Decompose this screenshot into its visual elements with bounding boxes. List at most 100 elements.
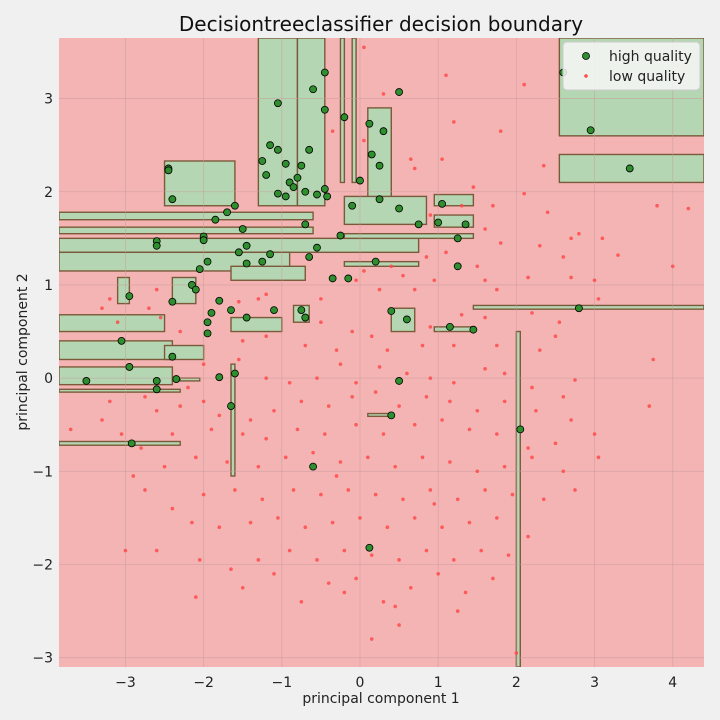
low-quality-point bbox=[491, 576, 495, 581]
high-quality-region bbox=[163, 160, 236, 207]
y-tick-label: 3 bbox=[44, 92, 53, 108]
low-quality-point bbox=[502, 371, 507, 376]
low-quality-point bbox=[217, 413, 222, 418]
low-quality-point bbox=[334, 474, 339, 478]
low-quality-point bbox=[561, 469, 566, 474]
low-quality-point bbox=[424, 255, 429, 259]
high-quality-point bbox=[414, 220, 423, 229]
high-quality-point bbox=[152, 377, 161, 385]
low-quality-point bbox=[229, 567, 233, 571]
low-quality-point bbox=[541, 163, 546, 168]
low-quality-point bbox=[139, 446, 143, 450]
low-quality-point bbox=[256, 464, 261, 469]
low-quality-point bbox=[596, 455, 601, 460]
high-quality-point bbox=[344, 274, 353, 283]
low-quality-point bbox=[326, 581, 331, 585]
low-quality-point bbox=[561, 394, 566, 399]
low-quality-point bbox=[272, 572, 276, 576]
low-quality-point bbox=[577, 231, 581, 236]
high-quality-point bbox=[293, 173, 302, 182]
high-quality-point bbox=[305, 253, 314, 261]
high-quality-point bbox=[301, 187, 310, 196]
low-quality-point bbox=[154, 408, 159, 413]
high-quality-point bbox=[164, 166, 173, 175]
high-quality-point bbox=[242, 259, 251, 268]
high-quality-point bbox=[395, 204, 403, 213]
low-quality-point bbox=[444, 250, 448, 255]
low-quality-point bbox=[420, 455, 425, 460]
low-quality-point bbox=[354, 576, 358, 581]
y-tick-label: 2 bbox=[44, 185, 53, 201]
low-quality-point bbox=[330, 520, 335, 525]
low-quality-point bbox=[483, 278, 487, 283]
low-quality-point bbox=[291, 488, 296, 492]
low-quality-point bbox=[452, 120, 456, 124]
low-quality-point bbox=[600, 236, 605, 241]
low-quality-point bbox=[100, 418, 104, 422]
low-quality-point bbox=[530, 311, 534, 315]
high-quality-point bbox=[379, 127, 388, 136]
low-quality-point bbox=[201, 362, 206, 366]
low-quality-point bbox=[440, 418, 444, 422]
low-quality-point bbox=[194, 455, 198, 460]
high-quality-point bbox=[375, 161, 384, 170]
low-quality-point bbox=[119, 432, 124, 436]
y-tick-labels: −3 −2 −1 0 1 2 3 bbox=[32, 92, 53, 667]
high-quality-point bbox=[117, 336, 126, 345]
low-quality-point bbox=[483, 367, 487, 371]
low-quality-point bbox=[233, 488, 237, 492]
high-quality-point bbox=[258, 157, 267, 165]
low-quality-point bbox=[240, 432, 245, 436]
low-quality-point bbox=[651, 357, 655, 362]
low-quality-point bbox=[381, 432, 386, 436]
low-quality-point bbox=[178, 329, 182, 334]
low-quality-point bbox=[264, 292, 268, 297]
low-quality-point bbox=[553, 334, 558, 338]
high-quality-point bbox=[270, 306, 278, 315]
low-quality-point bbox=[334, 348, 339, 352]
x-tick-label: 0 bbox=[356, 675, 365, 691]
x-tick-label: 3 bbox=[590, 675, 599, 691]
high-quality-point bbox=[203, 257, 212, 266]
low-quality-point bbox=[522, 191, 526, 196]
low-quality-point bbox=[260, 497, 265, 502]
low-quality-point bbox=[412, 166, 417, 171]
low-quality-point bbox=[569, 236, 573, 241]
low-quality-point bbox=[467, 520, 472, 525]
low-quality-point bbox=[264, 436, 268, 441]
high-quality-point bbox=[262, 171, 271, 179]
legend-low-quality-marker bbox=[584, 74, 588, 78]
low-quality-point bbox=[498, 129, 503, 133]
low-quality-point bbox=[369, 637, 374, 641]
high-quality-point bbox=[168, 297, 177, 306]
high-quality-region bbox=[343, 195, 428, 226]
high-quality-point bbox=[297, 306, 306, 315]
low-quality-point bbox=[405, 371, 409, 376]
low-quality-point bbox=[670, 264, 675, 269]
high-quality-region bbox=[179, 377, 201, 382]
high-quality-point bbox=[320, 185, 329, 193]
chart-title: Decisiontreeclassifier decision boundary bbox=[179, 12, 583, 36]
low-quality-point bbox=[100, 306, 104, 311]
high-quality-point bbox=[309, 85, 317, 94]
high-quality-point bbox=[274, 189, 282, 198]
y-tick-label: 1 bbox=[44, 278, 53, 294]
high-quality-points bbox=[82, 68, 634, 552]
low-quality-point bbox=[201, 399, 206, 404]
high-quality-point bbox=[336, 231, 345, 240]
high-quality-point bbox=[375, 195, 384, 204]
low-quality-point bbox=[459, 203, 464, 208]
low-quality-point bbox=[506, 553, 511, 557]
high-quality-point bbox=[309, 462, 317, 471]
high-quality-point bbox=[365, 543, 374, 552]
low-quality-point bbox=[256, 297, 261, 301]
low-quality-point bbox=[409, 585, 413, 590]
x-tick-label: 1 bbox=[434, 675, 443, 691]
low-quality-point bbox=[526, 534, 530, 539]
low-quality-point bbox=[158, 315, 163, 320]
low-quality-point bbox=[569, 418, 573, 422]
low-quality-point bbox=[424, 548, 429, 553]
high-quality-point bbox=[387, 411, 396, 420]
low-quality-point bbox=[358, 516, 362, 520]
high-quality-region bbox=[230, 363, 236, 477]
